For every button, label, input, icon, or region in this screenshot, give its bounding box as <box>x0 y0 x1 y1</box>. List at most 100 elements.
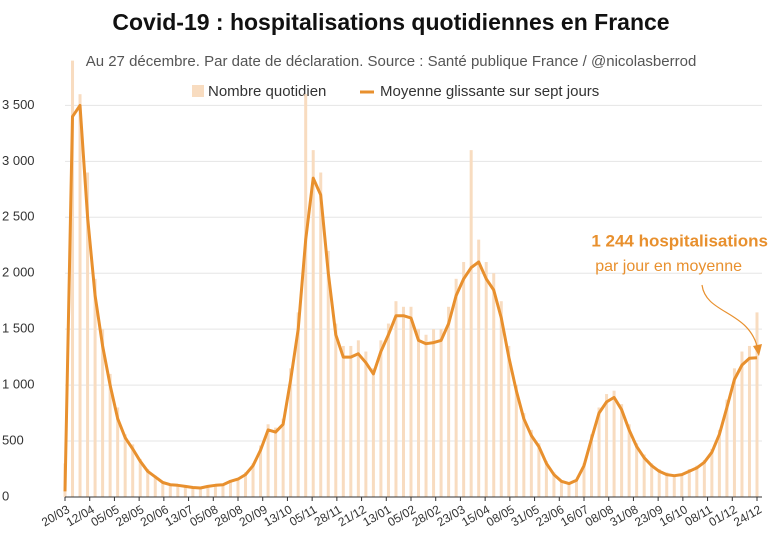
bar <box>552 472 556 497</box>
bar <box>334 323 338 497</box>
bar <box>559 480 563 497</box>
bar <box>590 434 594 497</box>
bar <box>439 329 443 497</box>
annotation-arrowhead <box>753 344 762 356</box>
bar <box>394 301 398 497</box>
bar <box>401 306 405 497</box>
bar <box>311 150 315 497</box>
bar <box>251 463 255 497</box>
line <box>63 103 758 492</box>
bar <box>356 340 360 497</box>
bar <box>78 94 82 498</box>
bar <box>574 479 578 497</box>
bar <box>146 469 150 497</box>
chart-subtitle: Au 27 décembre. Par date de déclaration.… <box>86 53 697 70</box>
bar <box>522 413 526 497</box>
y-tick-label: 500 <box>2 432 24 447</box>
bar <box>432 329 436 497</box>
legend-swatch-bar <box>192 85 204 97</box>
bar <box>424 334 428 497</box>
y-tick-label: 1 000 <box>2 377 35 392</box>
bar <box>108 373 112 497</box>
legend-label: Nombre quotidien <box>208 83 326 100</box>
y-tick-label: 2 500 <box>2 209 35 224</box>
bar <box>732 368 736 497</box>
bar <box>665 472 669 497</box>
bar <box>740 351 744 497</box>
bar <box>266 424 270 497</box>
annotation-title: 1 244 hospitalisations <box>591 231 768 250</box>
bar <box>529 429 533 497</box>
bar <box>725 399 729 497</box>
bar <box>650 463 654 497</box>
bar <box>71 60 75 498</box>
bar <box>672 474 676 497</box>
y-tick-label: 3 000 <box>2 153 35 168</box>
bar <box>687 469 691 497</box>
bar <box>717 429 721 497</box>
bar <box>462 262 466 497</box>
bar <box>642 454 646 497</box>
bar <box>702 460 706 497</box>
annotation-arrow <box>701 284 759 351</box>
bar <box>447 306 451 497</box>
bar <box>341 345 345 497</box>
bar <box>409 306 413 497</box>
bar <box>289 368 293 497</box>
bar <box>304 94 308 498</box>
chart-title: Covid-19 : hospitalisations quotidiennes… <box>112 9 669 35</box>
bar <box>680 473 684 497</box>
bar <box>755 312 759 497</box>
bar <box>153 475 157 497</box>
x-tick-label: 24/12 <box>731 502 764 529</box>
bar <box>116 407 120 497</box>
bar <box>657 469 661 497</box>
bar <box>161 481 165 497</box>
bar <box>454 278 458 497</box>
bar <box>484 262 488 497</box>
bar <box>499 301 503 497</box>
bar <box>477 239 481 497</box>
bar <box>123 434 127 497</box>
bar <box>695 465 699 497</box>
bar <box>296 312 300 497</box>
bar <box>176 484 180 497</box>
bar <box>514 385 518 497</box>
bar <box>612 390 616 497</box>
bar <box>93 278 97 497</box>
y-tick-label: 0 <box>2 488 9 503</box>
y-tick-label: 1 500 <box>2 321 35 336</box>
bar <box>537 443 541 497</box>
bar <box>627 424 631 497</box>
bar <box>221 483 225 497</box>
bar <box>183 485 187 497</box>
bar <box>319 172 323 497</box>
bar <box>597 407 601 497</box>
bar <box>582 463 586 497</box>
bar <box>417 329 421 497</box>
bar <box>244 472 248 497</box>
bar <box>281 418 285 497</box>
bar <box>213 484 217 497</box>
y-tick-label: 3 500 <box>2 97 35 112</box>
bar <box>620 404 624 497</box>
bar <box>86 172 90 497</box>
bar <box>131 444 135 497</box>
bar <box>492 273 496 497</box>
annotation-text: par jour en moyenne <box>595 258 742 275</box>
y-tick-label: 2 000 <box>2 265 35 280</box>
bar <box>747 345 751 497</box>
bar <box>386 323 390 497</box>
bar <box>544 461 548 497</box>
bar <box>635 443 639 497</box>
bar <box>379 340 383 497</box>
bar <box>101 329 105 497</box>
bar <box>349 345 353 497</box>
bar <box>710 448 714 497</box>
bar <box>228 480 232 497</box>
bar <box>567 482 571 497</box>
bar <box>168 483 172 497</box>
bar <box>371 368 375 497</box>
bar <box>605 394 609 497</box>
